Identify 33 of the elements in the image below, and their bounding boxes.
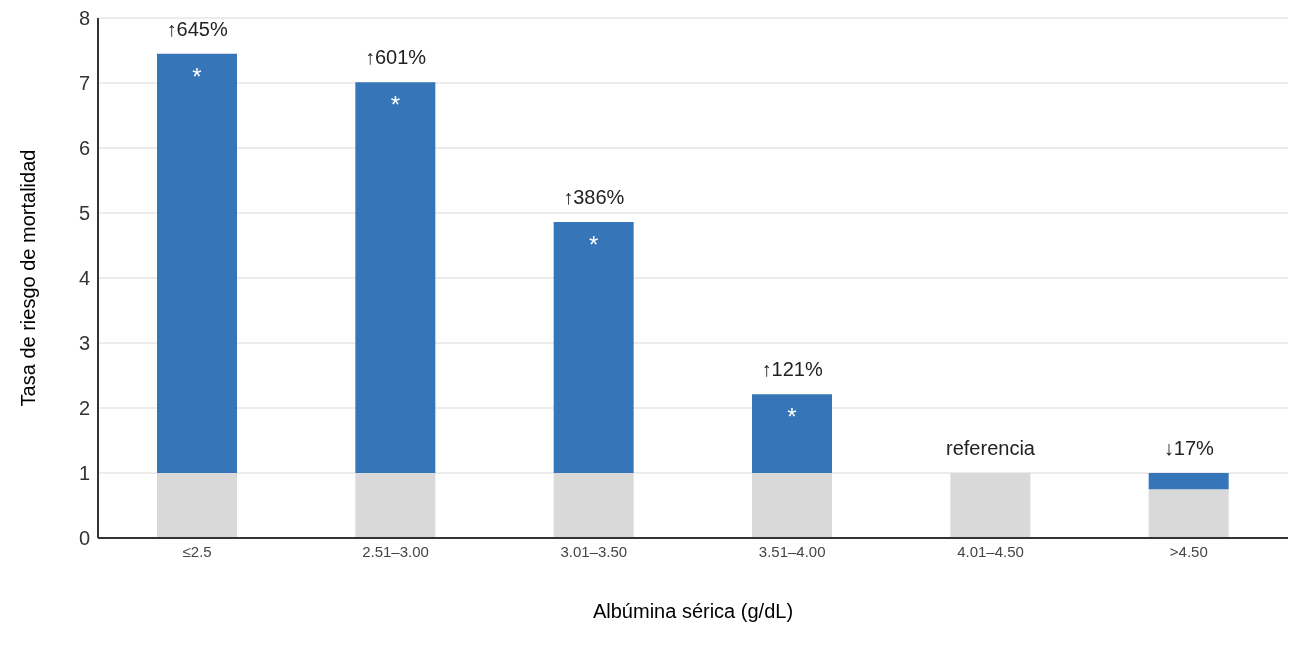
data-label: * — [390, 91, 401, 119]
annotation: ↑645% — [166, 17, 228, 40]
y-tick-label: 7 — [78, 72, 90, 95]
data-label: * — [588, 231, 599, 259]
y-tick-label: 5 — [78, 202, 90, 225]
y-tick-label: 3 — [78, 332, 90, 355]
x-tick-label: >4.50 — [1169, 542, 1208, 560]
x-tick-label: 4.01–4.50 — [957, 542, 1024, 560]
annotation: ↑601% — [364, 46, 427, 69]
y-tick-label: 4 — [78, 267, 90, 290]
x-tick-label: ≤2.5 — [182, 542, 212, 560]
bar — [1148, 489, 1229, 538]
annotation: ↓17% — [1163, 437, 1215, 459]
y-tick-label: 6 — [78, 137, 90, 160]
y-tick-label: 8 — [78, 7, 90, 30]
bar — [1148, 473, 1229, 490]
y-tick-label: 2 — [78, 397, 90, 420]
x-tick-label: 3.51–4.00 — [758, 542, 826, 560]
data-label: * — [787, 403, 797, 431]
annotation: ↑386% — [563, 186, 625, 209]
bar — [355, 82, 436, 473]
bar — [752, 394, 832, 473]
bar — [553, 222, 634, 473]
y-tick-label: 1 — [78, 462, 90, 485]
bar — [157, 53, 237, 473]
x-tick-label: 2.51–3.00 — [362, 542, 429, 560]
x-tick-label: 3.01–3.50 — [560, 542, 628, 560]
data-label: * — [192, 62, 202, 90]
y-axis-title: Tasa de riesgo de mortalidad — [17, 149, 40, 407]
y-tick-label: 0 — [78, 527, 90, 550]
annotation: referencia — [946, 437, 1036, 459]
annotation: ↑121% — [761, 358, 823, 381]
x-axis-title: Albúmina sérica (g/dL) — [592, 600, 794, 622]
